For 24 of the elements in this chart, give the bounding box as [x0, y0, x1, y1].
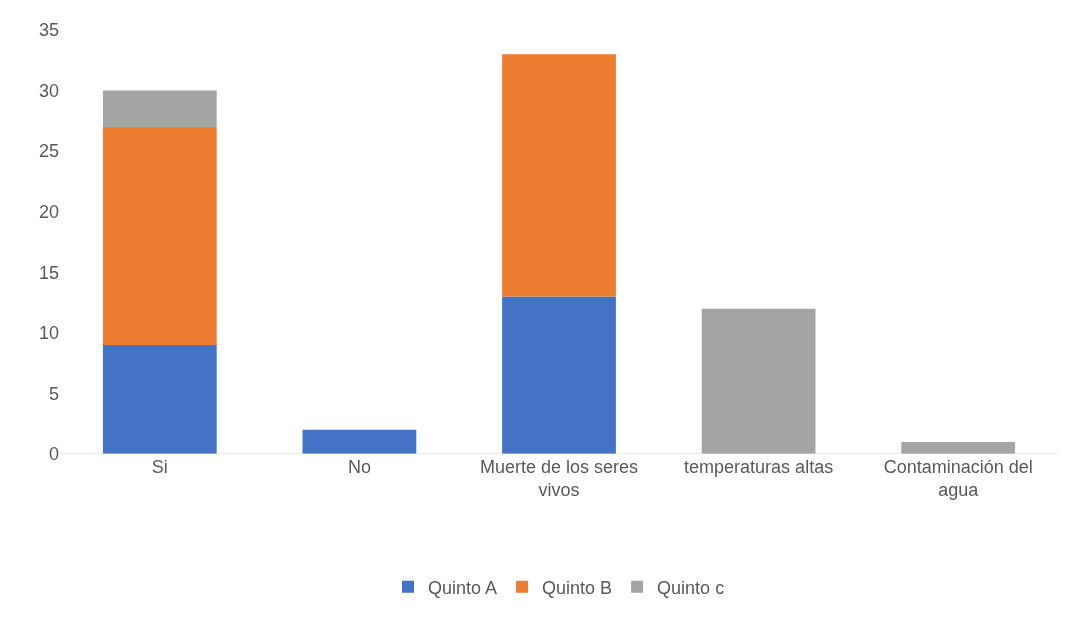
y-tick-label: 10	[38, 323, 59, 344]
y-tick-label: 5	[48, 383, 59, 404]
x-tick-label: Contaminación del agua	[883, 457, 1033, 501]
bar	[102, 344, 217, 454]
bar	[302, 429, 417, 454]
bar	[102, 90, 217, 127]
bar	[502, 54, 616, 297]
bar	[701, 308, 816, 454]
y-tick-label: 35	[38, 20, 59, 41]
y-tick-label: 30	[38, 80, 59, 101]
x-tick-label: temperaturas altas	[684, 457, 834, 477]
y-tick-label: 0	[48, 444, 59, 465]
legend-label: Quinto c	[657, 577, 725, 598]
bar	[102, 126, 217, 345]
legend-label: Quinto A	[428, 577, 498, 598]
legend-label: Quinto B	[542, 577, 613, 598]
y-tick-label: 25	[38, 141, 59, 162]
x-tick-label: Muerte de los seres vivos	[479, 457, 639, 501]
bar	[502, 296, 616, 454]
x-tick-label: Si	[151, 457, 168, 477]
y-tick-label: 20	[38, 202, 59, 223]
y-tick-label: 15	[38, 262, 59, 283]
x-tick-label: No	[347, 457, 371, 477]
bar	[901, 441, 1016, 454]
